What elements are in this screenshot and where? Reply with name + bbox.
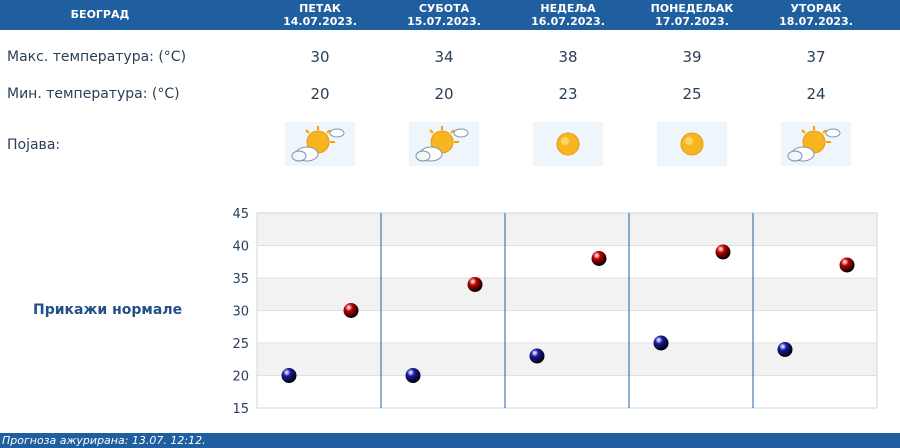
max-temp-label: Макс. температура: (°C): [7, 49, 187, 65]
min-temp-label: Мин. температура: (°C): [7, 86, 180, 102]
y-tick-label: 25: [232, 337, 249, 352]
city-name: БЕОГРАД: [70, 8, 130, 21]
day-name: ПЕТАК: [299, 2, 341, 15]
day-header-5: УТОРАК 18.07.2023.: [754, 2, 878, 28]
day-name: УТОРАК: [790, 2, 842, 15]
day-date: 16.07.2023.: [531, 15, 605, 28]
data-point: [343, 303, 359, 318]
min-temp-value: 24: [806, 85, 826, 103]
day-header-3: НЕДЕЉА 16.07.2023.: [506, 2, 630, 28]
min-temp-value: 25: [682, 85, 702, 103]
phenomenon-label: Појава:: [7, 137, 61, 153]
y-tick-label: 15: [232, 402, 249, 415]
partly-cloudy-icon: [781, 122, 851, 166]
data-point: [591, 251, 607, 266]
partly-cloudy-icon: [409, 122, 479, 166]
day-date: 14.07.2023.: [283, 15, 357, 28]
data-point: [777, 342, 793, 357]
y-tick-label: 30: [232, 305, 249, 320]
data-point: [467, 277, 483, 292]
y-tick-label: 40: [232, 240, 249, 255]
data-point: [653, 335, 669, 351]
day-name: ПОНЕДЕЉАК: [650, 2, 734, 15]
grid-band: [257, 213, 877, 246]
grid-band: [257, 343, 877, 376]
max-temp-value: 37: [806, 48, 826, 66]
show-normals-button[interactable]: Прикажи нормале: [33, 302, 183, 318]
y-tick-label: 35: [232, 272, 249, 287]
day-name: СУБОТА: [418, 2, 470, 15]
max-temp-value: 34: [434, 48, 454, 66]
day-header-2: СУБОТА 15.07.2023.: [382, 2, 506, 28]
data-point: [529, 348, 545, 364]
partly-cloudy-icon: [285, 122, 355, 166]
data-point: [281, 368, 297, 383]
forecast-updated: Прогноза ажурирана: 13.07. 12:12.: [2, 434, 206, 447]
data-point: [839, 257, 855, 273]
forecast-header: БЕОГРАД ПЕТАК 14.07.2023. СУБОТА 15.07.2…: [0, 0, 900, 30]
footer-bar: Прогноза ажурирана: 13.07. 12:12.: [0, 433, 900, 448]
day-date: 17.07.2023.: [655, 15, 729, 28]
day-date: 15.07.2023.: [407, 15, 481, 28]
max-temp-value: 38: [558, 48, 578, 66]
grid-band: [257, 375, 877, 408]
grid-band: [257, 245, 877, 278]
grid-band: [257, 278, 877, 311]
data-point: [405, 368, 421, 383]
max-temp-value: 39: [682, 48, 702, 66]
min-temp-value: 20: [434, 85, 454, 103]
grid-band: [257, 310, 877, 343]
day-header-1: ПЕТАК 14.07.2023.: [258, 2, 382, 28]
data-point: [715, 244, 731, 260]
sunny-icon: [657, 122, 727, 166]
day-name: НЕДЕЉА: [540, 2, 596, 15]
y-tick-label: 45: [232, 207, 249, 222]
min-temp-value: 23: [558, 85, 578, 103]
max-temp-value: 30: [310, 48, 330, 66]
plot-border: [256, 212, 878, 409]
y-tick-label: 20: [232, 370, 249, 385]
temperature-chart: 45 40 35 30 25 20 15: [232, 207, 878, 415]
min-temp-value: 20: [310, 85, 330, 103]
day-header-4: ПОНЕДЕЉАК 17.07.2023.: [630, 2, 754, 28]
day-date: 18.07.2023.: [779, 15, 853, 28]
sunny-icon: [533, 122, 603, 166]
